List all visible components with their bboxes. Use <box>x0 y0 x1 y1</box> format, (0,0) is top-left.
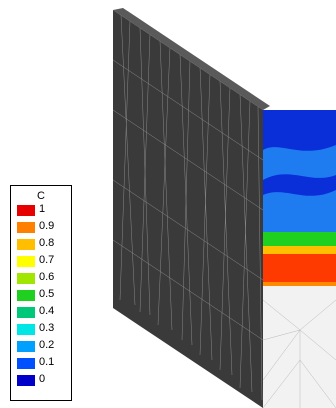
legend-label: 0 <box>39 373 46 385</box>
legend-swatch <box>17 205 35 216</box>
legend-swatch <box>17 239 35 250</box>
legend-swatch <box>17 290 35 301</box>
legend-label: 0.3 <box>39 322 55 334</box>
legend-swatch <box>17 358 35 369</box>
legend-label: 0.5 <box>39 288 55 300</box>
legend-entry: 1 <box>17 203 71 216</box>
legend-entry: 0.8 <box>17 237 71 250</box>
legend-label: 0.2 <box>39 339 55 351</box>
legend-swatch <box>17 273 35 284</box>
legend-entry: 0.4 <box>17 305 71 318</box>
legend-label: 0.1 <box>39 356 55 368</box>
legend-label: 0.6 <box>39 271 55 283</box>
legend-entry: 0.7 <box>17 254 71 267</box>
mesh-top-face <box>113 8 270 110</box>
mesh-side-wireframe <box>112 14 264 401</box>
legend-swatch <box>17 256 35 267</box>
legend-entry: 0.5 <box>17 288 71 301</box>
legend-label: 0.8 <box>39 237 55 249</box>
concentration-contours <box>263 110 336 286</box>
legend-entry: 0 <box>17 373 71 386</box>
legend-entry: 0.2 <box>17 339 71 352</box>
legend-label: 1 <box>39 203 46 215</box>
cross-section-wireframe <box>262 299 336 408</box>
legend-swatch <box>17 222 35 233</box>
legend-entry: 0.6 <box>17 271 71 284</box>
legend-swatch <box>17 324 35 335</box>
legend-swatch <box>17 307 35 318</box>
mesh-side-face <box>113 10 263 408</box>
legend-title: C <box>37 190 45 202</box>
legend-entry: 0.1 <box>17 356 71 369</box>
legend-swatch <box>17 375 35 386</box>
legend-label: 0.7 <box>39 254 55 266</box>
legend-label: 0.9 <box>39 220 55 232</box>
legend-entry: 0.3 <box>17 322 71 335</box>
color-legend: C 1 0.9 0.8 0.7 0.6 0.5 0.4 0.3 0.2 0.1 0 <box>10 185 72 401</box>
legend-entry: 0.9 <box>17 220 71 233</box>
legend-swatch <box>17 341 35 352</box>
legend-label: 0.4 <box>39 305 55 317</box>
